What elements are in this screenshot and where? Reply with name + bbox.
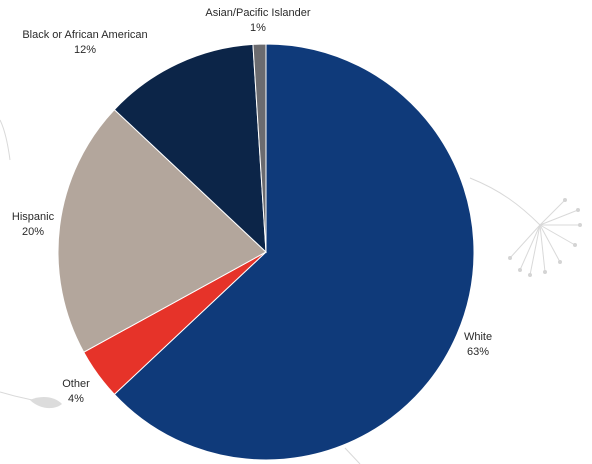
slice-label-hispanic: Hispanic bbox=[12, 211, 55, 223]
pie-slices bbox=[57, 43, 475, 461]
slice-value-black-or-african-american: 12% bbox=[74, 44, 96, 56]
pie-labels: White 63% Other 4% Hispanic 20% Black or Afric… bbox=[12, 7, 492, 405]
decorative-sprig-bottom bbox=[344, 447, 361, 464]
decorative-sprig-right bbox=[469, 177, 582, 277]
slice-label-white: White bbox=[464, 331, 492, 343]
slice-label-black-or-african-american: Black or African American bbox=[22, 29, 147, 41]
pie-slice-white bbox=[113, 43, 475, 461]
pie-slice-black-or-african-american bbox=[113, 43, 267, 254]
decorative-sprig-left-edge bbox=[0, 119, 11, 161]
slice-value-asian-pacific-islander: 1% bbox=[250, 22, 266, 34]
slice-value-hispanic: 20% bbox=[22, 226, 44, 238]
pie-slice-asian-pacific-islander bbox=[252, 43, 267, 253]
slice-label-asian-pacific-islander: Asian/Pacific Islander bbox=[205, 7, 310, 19]
decorative-sprig-left bbox=[0, 391, 62, 409]
pie-slice-hispanic bbox=[57, 108, 267, 353]
slice-label-other: Other bbox=[62, 378, 90, 390]
slice-value-white: 63% bbox=[467, 346, 489, 358]
slice-value-other: 4% bbox=[68, 393, 84, 405]
